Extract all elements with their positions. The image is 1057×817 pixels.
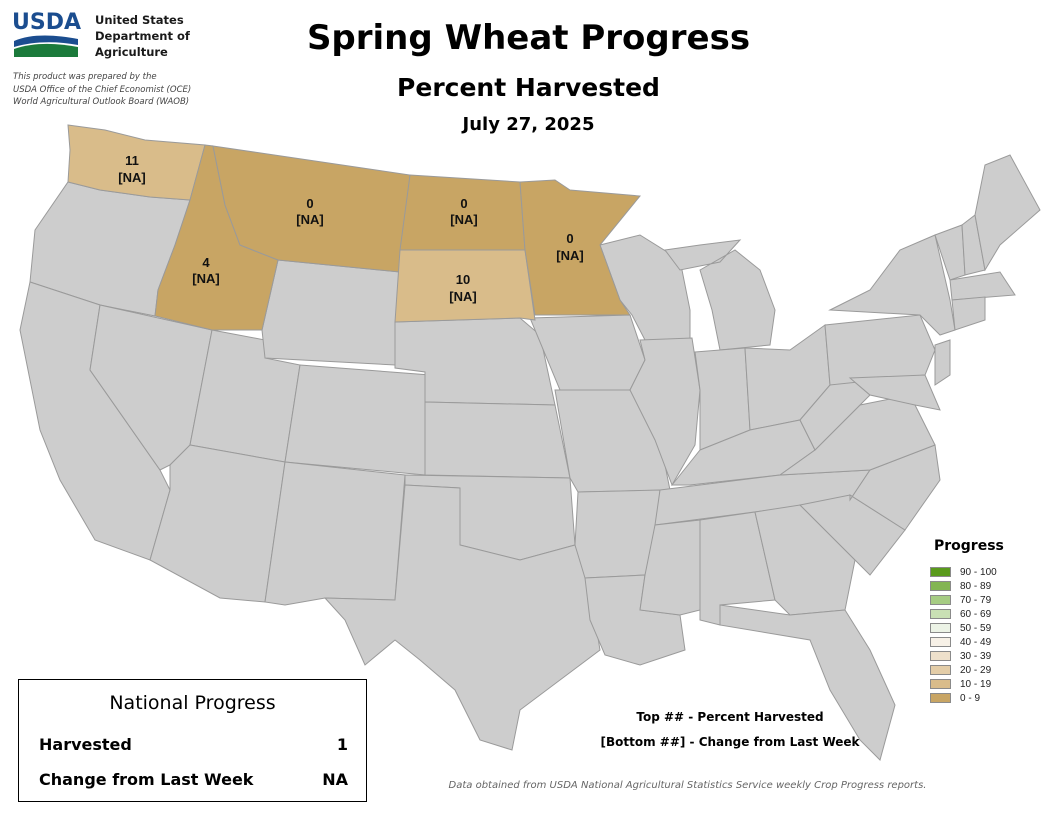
legend-label: 60 - 69: [960, 608, 992, 620]
legend-title: Progress: [934, 538, 1004, 554]
legend-item: 10 - 19: [930, 678, 991, 690]
legend-swatch: [930, 693, 951, 703]
prepared-line-2: USDA Office of the Chief Economist (OCE): [13, 84, 192, 95]
legend-swatch: [930, 609, 951, 619]
state-az: [149, 444, 286, 603]
state-ma: [949, 271, 1016, 301]
label-mn-change: [NA]: [556, 248, 583, 263]
label-id-value: 4: [202, 255, 210, 270]
note-bottom: [Bottom ##] - Change from Last Week: [600, 735, 860, 749]
map-date: July 27, 2025: [462, 114, 595, 135]
legend-label: 10 - 19: [960, 678, 992, 690]
legend-label: 30 - 39: [960, 650, 992, 662]
state-ks: [424, 401, 571, 479]
state-wy: [261, 259, 401, 366]
state-ny: [828, 234, 956, 336]
legend-swatch: [930, 637, 951, 647]
prepared-line-3: World Agricultural Outlook Board (WAOB): [13, 97, 190, 107]
map-title: Spring Wheat Progress: [306, 18, 751, 58]
legend-item: 30 - 39: [930, 650, 991, 662]
legend-label: 0 - 9: [960, 692, 981, 704]
legend-item: 50 - 59: [930, 622, 991, 634]
state-md: [848, 374, 941, 411]
other-states: [19, 154, 1041, 761]
legend-item: 70 - 79: [930, 594, 991, 606]
legend-item: 90 - 100: [930, 566, 997, 578]
state-wa: [67, 124, 206, 201]
legend-item: 60 - 69: [930, 608, 991, 620]
national-progress-title: National Progress: [109, 692, 276, 714]
prepared-line-1: This product was prepared by the: [13, 72, 157, 82]
national-row-value: NA: [322, 770, 348, 789]
agency-line-3: Agriculture: [95, 45, 168, 59]
label-id-change: [NA]: [192, 271, 219, 286]
legend-swatch: [930, 679, 951, 689]
usda-logo-waves: [14, 35, 78, 57]
label-wa-change: [NA]: [118, 170, 145, 185]
legend-item: 20 - 29: [930, 664, 991, 676]
state-fl: [719, 604, 896, 761]
legend-swatch: [930, 595, 951, 605]
state-co: [284, 364, 431, 476]
legend-swatch: [930, 581, 951, 591]
national-row-label: Harvested: [39, 735, 132, 754]
legend-item: 80 - 89: [930, 580, 991, 592]
legend-item: 40 - 49: [930, 636, 991, 648]
legend-label: 80 - 89: [960, 580, 992, 592]
legend-swatch: [930, 623, 951, 633]
legend-swatch: [930, 567, 951, 577]
label-mn-value: 0: [566, 231, 573, 246]
legend-label: 90 - 100: [960, 566, 997, 578]
national-progress-box: National Progress Harvested 1 Change fro…: [18, 679, 367, 802]
agency-name: United States Department of Agriculture: [95, 12, 190, 60]
agency-line-1: United States: [95, 13, 184, 27]
national-row-harvested: Harvested 1: [39, 735, 348, 754]
label-nd-change: [NA]: [450, 212, 477, 227]
label-mt-value: 0: [306, 196, 313, 211]
state-sc: [798, 494, 906, 576]
agency-line-2: Department of: [95, 29, 190, 43]
state-nm: [264, 461, 406, 606]
label-sd-value: 10: [456, 272, 470, 287]
state-mi: [664, 239, 776, 351]
state-ct: [951, 296, 986, 331]
label-mt-change: [NA]: [296, 212, 323, 227]
usda-logo: USDA: [12, 10, 82, 60]
note-top: Top ## - Percent Harvested: [636, 710, 824, 724]
label-wa-value: 11: [125, 153, 139, 168]
national-row-change: Change from Last Week NA: [39, 770, 348, 789]
national-row-value: 1: [336, 735, 348, 754]
legend-label: 70 - 79: [960, 594, 992, 606]
data-source-note: Data obtained from USDA National Agricul…: [448, 780, 927, 791]
state-sd: [394, 249, 536, 323]
state-labels: 11 [NA] 4 [NA] 0 [NA] 0 [NA] 10 [NA] 0 […: [118, 153, 583, 304]
map-subtitle: Percent Harvested: [397, 73, 660, 102]
legend-item: 0 - 9: [930, 692, 980, 704]
legend-label: 40 - 49: [960, 636, 992, 648]
state-mn: [519, 179, 641, 316]
prepared-by-note: This product was prepared by the USDA Of…: [13, 71, 191, 109]
state-me: [974, 154, 1041, 272]
state-nj: [934, 339, 951, 386]
legend-swatch: [930, 665, 951, 675]
legend-label: 50 - 59: [960, 622, 992, 634]
usda-logo-text: USDA: [12, 10, 81, 35]
national-row-label: Change from Last Week: [39, 770, 254, 789]
state-pa: [824, 314, 936, 386]
legend-swatch: [930, 651, 951, 661]
legend-label: 20 - 29: [960, 664, 992, 676]
label-sd-change: [NA]: [449, 289, 476, 304]
label-nd-value: 0: [460, 196, 467, 211]
